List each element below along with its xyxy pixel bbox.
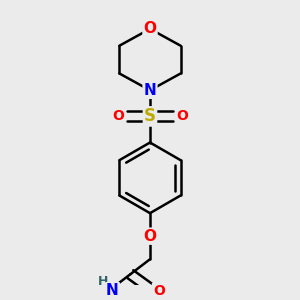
Text: S: S [144, 107, 156, 125]
Text: O: O [143, 21, 157, 36]
Text: N: N [144, 83, 156, 98]
Text: O: O [153, 284, 165, 298]
Text: O: O [143, 229, 157, 244]
Text: O: O [112, 110, 124, 123]
Text: N: N [106, 283, 119, 298]
Text: O: O [176, 110, 188, 123]
Text: H: H [98, 275, 108, 288]
